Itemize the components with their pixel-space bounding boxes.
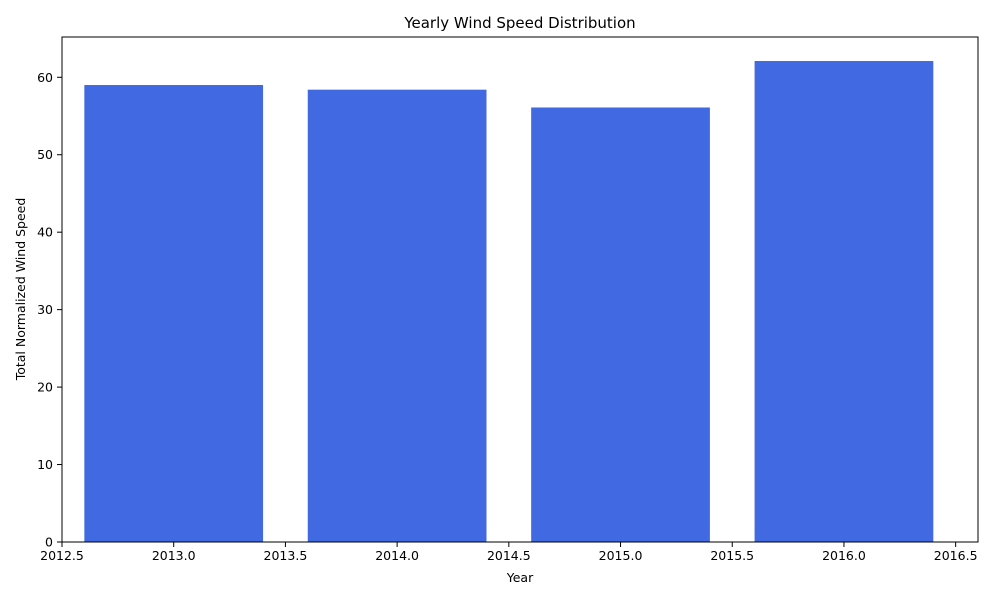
y-tick-label: 20 [37, 380, 53, 395]
y-tick-label: 30 [37, 302, 53, 317]
y-tick-label: 10 [37, 457, 53, 472]
y-tick-label: 50 [37, 147, 53, 162]
x-tick-label: 2013.0 [152, 548, 196, 563]
x-tick-label: 2014.5 [487, 548, 531, 563]
x-tick-label: 2012.5 [40, 548, 84, 563]
chart-title: Yearly Wind Speed Distribution [403, 14, 635, 32]
y-axis-ticks: 0 10 20 30 40 50 60 [37, 70, 62, 550]
x-tick-label: 2016.0 [822, 548, 866, 563]
x-axis-ticks: 2012.5 2013.0 2013.5 2014.0 2014.5 2015.0 2015… [40, 542, 978, 563]
y-tick-label: 40 [37, 225, 53, 240]
bar-2014 [307, 89, 487, 543]
x-tick-label: 2015.0 [599, 548, 643, 563]
bar-2015 [531, 107, 710, 543]
bar-2016 [754, 61, 934, 542]
x-tick-label: 2014.0 [375, 548, 419, 563]
y-axis-title: Total Normalized Wind Speed [13, 198, 28, 382]
bars-group [84, 61, 934, 543]
x-tick-label: 2016.5 [934, 548, 978, 563]
bar-2013 [84, 85, 264, 542]
x-tick-label: 2013.5 [264, 548, 308, 563]
y-tick-label: 0 [45, 535, 53, 550]
y-tick-label: 60 [37, 70, 53, 85]
x-tick-label: 2015.5 [710, 548, 754, 563]
plot-frame [61, 36, 979, 543]
x-axis-title: Year [506, 570, 534, 585]
